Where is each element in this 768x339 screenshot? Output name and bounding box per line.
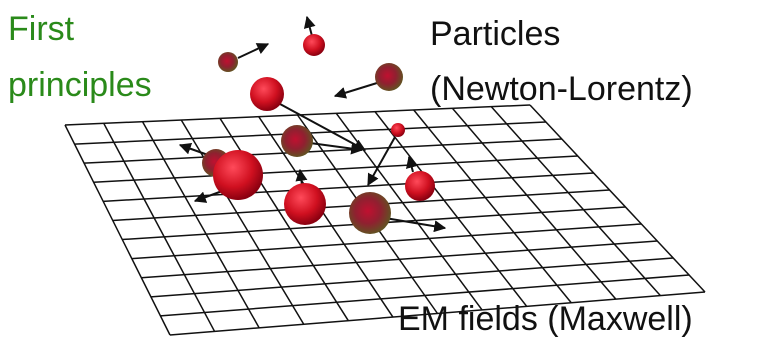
grid-line — [491, 107, 660, 296]
grid-line — [104, 123, 215, 331]
arrow — [238, 44, 268, 58]
particle — [303, 34, 325, 56]
title-line: principles — [8, 66, 152, 104]
arrow — [307, 17, 312, 36]
grid-line — [65, 125, 170, 335]
particle — [281, 125, 313, 157]
grid-line — [141, 241, 657, 278]
grid-line — [132, 224, 642, 259]
particle — [349, 192, 391, 234]
particles-label: (Newton-Lorentz) — [430, 70, 693, 108]
particle — [375, 63, 403, 91]
fields-label: EM fields (Maxwell) — [398, 300, 693, 338]
grid-line — [151, 258, 673, 297]
grid-line — [453, 108, 616, 299]
title-line: First — [8, 10, 75, 48]
grid-line — [65, 105, 530, 125]
particle — [213, 150, 263, 200]
particle — [218, 52, 238, 72]
particle — [250, 77, 284, 111]
particle — [405, 171, 435, 201]
grid-line — [375, 112, 527, 307]
particle — [284, 183, 326, 225]
arrow — [335, 83, 377, 96]
grid-line — [414, 110, 572, 303]
grid-line — [530, 105, 705, 292]
particle — [391, 123, 405, 137]
diagram: First principles Particles (Newton-Loren… — [0, 0, 768, 339]
arrow — [300, 170, 302, 185]
particles-label: Particles — [430, 15, 560, 53]
grid-line — [84, 139, 562, 163]
particles — [202, 34, 435, 234]
